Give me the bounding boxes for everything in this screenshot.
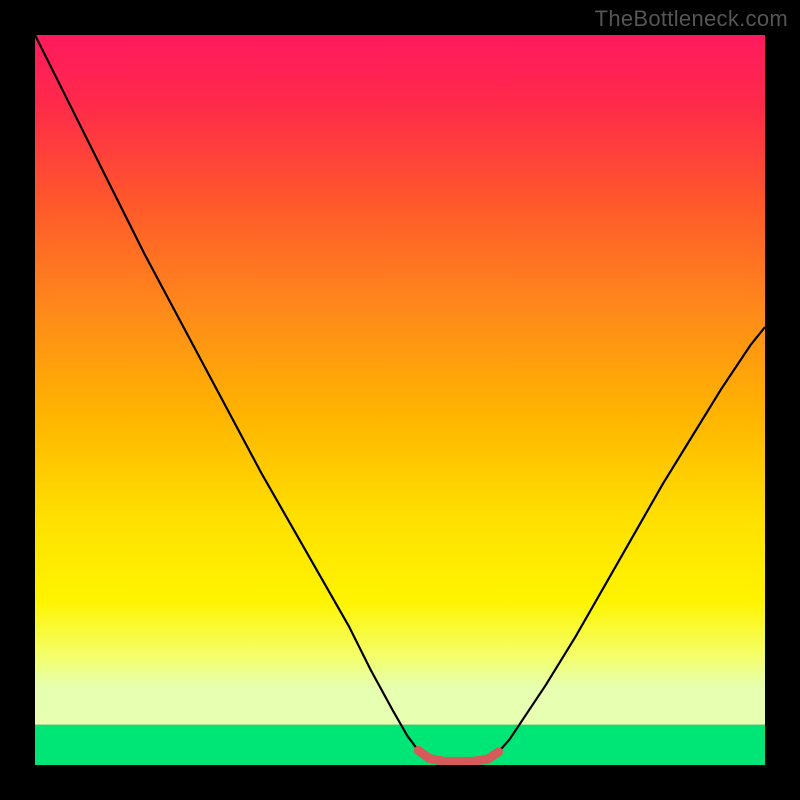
- solid-band: [35, 725, 765, 765]
- chart-container: TheBottleneck.com: [0, 0, 800, 800]
- attribution-label: TheBottleneck.com: [595, 6, 788, 32]
- bottleneck-chart: [0, 0, 800, 800]
- gradient-background: [35, 35, 765, 725]
